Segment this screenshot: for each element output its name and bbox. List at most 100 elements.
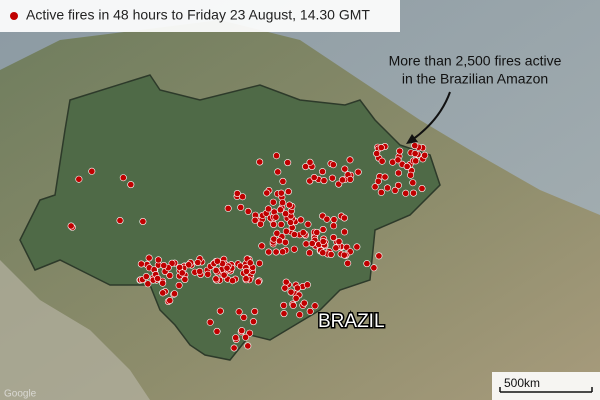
fire-dot [281,284,289,292]
fire-dot [338,176,346,184]
fire-dot [272,152,280,160]
fire-dot [274,168,282,176]
fire-dot [277,220,285,228]
fire-dot [402,189,410,197]
fire-dot [346,175,354,183]
fire-dot [330,216,338,224]
fire-dot [377,144,385,152]
fire-dot [175,281,183,289]
fire-dot [375,252,383,260]
fire-dot [240,313,248,321]
fire-dot [290,231,298,239]
fire-dot [329,234,337,242]
fire-dot [280,301,288,309]
fire-dot [306,158,314,166]
fire-dot [340,251,348,259]
fire-dot [272,213,280,221]
fire-dot [320,177,328,185]
fire-dot [239,193,247,201]
fire-dot [332,244,340,252]
fire-dot [224,204,232,212]
fire-dot [330,222,338,230]
fire-dot [340,228,348,236]
fire-dot [370,264,378,272]
fire-dot [374,177,382,185]
fire-dot [373,150,381,158]
fire-dot [279,248,287,256]
fire-dot [296,311,304,319]
fire-dot [276,206,284,214]
fire-dot [383,184,391,192]
fire-dot [421,151,429,159]
fire-dot [206,318,214,326]
fire-dot [168,259,176,267]
fire-dot [396,147,404,155]
fire-dot [160,261,168,269]
fire-dot [196,267,204,275]
fire-dot [300,299,308,307]
amazon-region [19,74,441,361]
fire-dot [263,189,271,197]
fire-dot [273,229,281,237]
fire-dot [223,264,231,272]
fire-dot [279,199,287,207]
legend-label: Active fires in 48 hours to Friday 23 Au… [26,7,370,23]
fire-dot [319,249,327,257]
country-label: BRAZIL [318,311,385,332]
fire-dot [344,259,352,267]
fire-dot [144,280,152,288]
fire-dot [256,220,264,228]
fire-dot [323,215,331,223]
fire-dot [311,302,319,310]
fire-dot [251,307,259,315]
fire-dot [166,296,174,304]
fire-dot [159,279,167,287]
fire-dot [418,185,426,193]
fire-dot [306,307,314,315]
fire-dot [412,157,420,165]
fire-dot [181,275,189,283]
fire-dot [327,251,335,259]
fire-dot [185,261,193,269]
fire-dot [216,307,224,315]
fire-dot [251,216,259,224]
fire-dot [284,159,292,167]
scale-bar [499,387,593,393]
fire-dot [281,238,289,246]
fire-dot [270,221,278,229]
fire-dot [213,327,221,335]
fire-dot [139,218,147,226]
fire-dot [256,158,264,166]
fire-dot [328,174,336,182]
legend-swatch [10,12,18,20]
fire-dot [232,334,240,342]
fire-dot [249,318,257,326]
fire-dot [67,222,75,230]
fire-dot [282,278,290,286]
fire-dot [204,270,212,278]
fire-dot [272,248,280,256]
fire-dot [127,181,135,189]
fire-dot [242,333,250,341]
fire-dot [279,177,287,185]
scale-box [492,372,600,400]
fire-dot [292,294,300,302]
fire-dot [178,269,186,277]
fire-dot [297,216,305,224]
fire-layer [67,142,429,352]
fire-dot [313,228,321,236]
fire-dot [275,237,283,245]
fire-dot [265,248,273,256]
fire-dot [319,226,327,234]
fire-dot [409,179,417,187]
fire-dot [371,183,379,191]
fire-dot [299,229,307,237]
fire-dot [244,342,252,350]
fire-dot [212,266,220,274]
fire-dot [242,267,250,275]
fire-dot [381,173,389,181]
fire-dot [233,190,241,198]
fire-dot [212,275,220,283]
fire-dot [277,189,285,197]
